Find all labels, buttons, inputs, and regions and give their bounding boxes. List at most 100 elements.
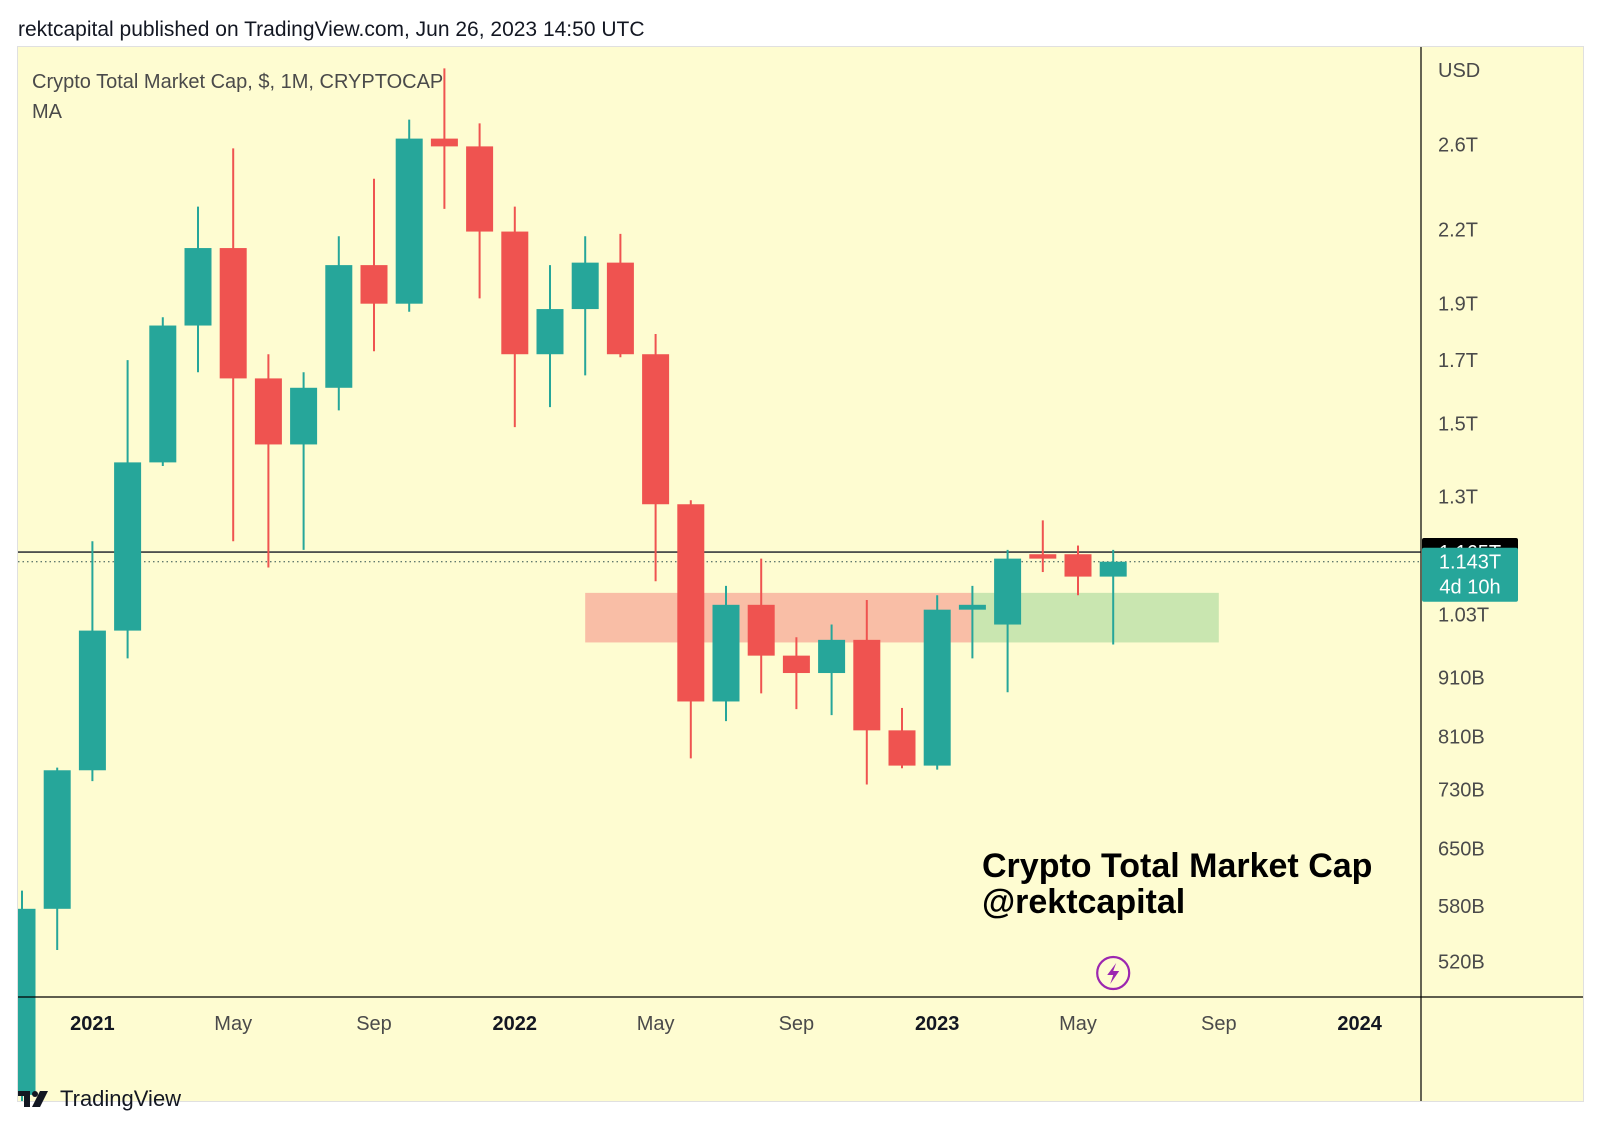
x-tick-label: 2021	[70, 1013, 115, 1035]
candle	[818, 624, 846, 716]
currency-label: USD	[1438, 60, 1480, 82]
y-tick-label: 730B	[1438, 779, 1485, 801]
candle	[114, 360, 142, 659]
candle-body	[501, 231, 529, 355]
flash-icon	[1096, 955, 1131, 991]
y-tick-label: 2.2T	[1438, 219, 1478, 241]
candle-body	[395, 138, 423, 304]
candle-body	[712, 604, 740, 702]
candle	[782, 637, 810, 710]
price-tag-last	[1422, 547, 1518, 602]
watermark-line1: Crypto Total Market Cap	[982, 847, 1372, 885]
candle	[1064, 545, 1092, 596]
candle-body	[818, 639, 846, 674]
candle	[501, 206, 529, 428]
candle-body	[677, 504, 705, 702]
y-tick-label: 1.3T	[1438, 486, 1478, 508]
event-layer	[1096, 955, 1131, 991]
candle	[853, 600, 881, 785]
x-tick-label: May	[214, 1013, 252, 1035]
candle	[395, 119, 423, 312]
candle	[184, 206, 212, 373]
candle	[888, 707, 916, 769]
watermark-line2: @rektcapital	[982, 883, 1185, 921]
candle-body	[571, 262, 599, 310]
candle	[290, 372, 318, 550]
candle-body	[642, 354, 670, 505]
candle	[430, 68, 458, 209]
candle	[923, 595, 951, 770]
y-tick-label: 1.9T	[1438, 294, 1478, 316]
x-tick-label: 2024	[1337, 1013, 1382, 1035]
x-tick-label: Sep	[779, 1013, 815, 1035]
candle-body	[1099, 561, 1127, 577]
candle	[78, 541, 106, 782]
x-tick-label: 2022	[493, 1013, 538, 1035]
candle	[1029, 520, 1057, 573]
candle-body	[114, 462, 142, 631]
candle	[747, 558, 775, 694]
candle	[149, 317, 177, 467]
x-tick-label: May	[1059, 1013, 1097, 1035]
candle	[571, 236, 599, 376]
legend-symbol-line: Crypto Total Market Cap, $, 1M, CRYPTOCA…	[32, 71, 444, 93]
candle	[606, 233, 634, 358]
chart-legend: Crypto Total Market Cap, $, 1M, CRYPTOCA…	[32, 67, 443, 127]
candle-body	[219, 248, 247, 379]
candle	[994, 549, 1022, 693]
red-zone	[585, 592, 973, 643]
watermark: Crypto Total Market Cap @rektcapital	[982, 847, 1372, 921]
candle-body	[430, 138, 458, 147]
legend-indicator-line: MA	[32, 101, 62, 123]
candle	[43, 767, 71, 951]
candle-body	[43, 770, 71, 909]
y-ticks-layer: 2.6T 2.2T 1.9T 1.7T 1.5T 1.3T 1.03T 910B 810B 730…	[1438, 134, 1489, 973]
y-tick-label: 650B	[1438, 838, 1485, 860]
candle-body	[923, 609, 951, 766]
y-tick-label: 1.03T	[1438, 605, 1489, 627]
candle-body	[606, 262, 634, 355]
candle	[642, 333, 670, 582]
candle	[18, 890, 36, 1101]
y-tick-label: 1.5T	[1438, 414, 1478, 436]
candle-body	[254, 378, 282, 445]
candle-body	[782, 655, 810, 674]
candle-body	[994, 558, 1022, 625]
candle-body	[853, 639, 881, 731]
hlines-layer	[18, 551, 1421, 563]
candle	[1099, 549, 1127, 645]
y-tick-label: 2.6T	[1438, 134, 1478, 156]
candles-layer	[18, 68, 1127, 1101]
candle-body	[466, 146, 494, 232]
axes-layer: USD	[18, 47, 1583, 1101]
x-tick-label: May	[637, 1013, 675, 1035]
candle-body	[149, 325, 177, 463]
candle-body	[78, 630, 106, 771]
y-tick-label: 520B	[1438, 952, 1485, 974]
candle	[466, 123, 494, 299]
candle-body	[18, 908, 36, 1095]
candle-body	[1029, 554, 1057, 559]
x-tick-label: Sep	[1201, 1013, 1237, 1035]
candle	[677, 500, 705, 759]
y-tick-label: 810B	[1438, 727, 1485, 749]
x-tick-label: Sep	[356, 1013, 392, 1035]
candle-body	[958, 604, 986, 610]
candle	[254, 354, 282, 568]
published-header: rektcapital published on TradingView.com…	[18, 18, 645, 41]
candle-body	[184, 248, 212, 326]
candle	[325, 236, 353, 411]
x-tick-label: 2023	[915, 1013, 960, 1035]
candle-body	[290, 387, 318, 445]
price-tag-last-label: 1.143T	[1439, 552, 1501, 574]
y-tick-label: 910B	[1438, 667, 1485, 689]
candle	[536, 265, 564, 408]
candle	[360, 178, 388, 352]
candle	[712, 585, 740, 722]
footer: TradingView	[18, 1086, 181, 1112]
x-ticks-layer: 2021 May Sep 2022 May Sep 2023 May Sep 2024	[70, 1013, 1383, 1035]
tradingview-brand: TradingView	[60, 1086, 182, 1111]
chart-frame: USD 2.6T 2.2T 1.9T 1.7T 1.5T 1.3T 1.03T 910B 810…	[17, 46, 1584, 1102]
flash-icon-bolt	[1107, 963, 1120, 984]
y-tick-label: 580B	[1438, 896, 1485, 918]
